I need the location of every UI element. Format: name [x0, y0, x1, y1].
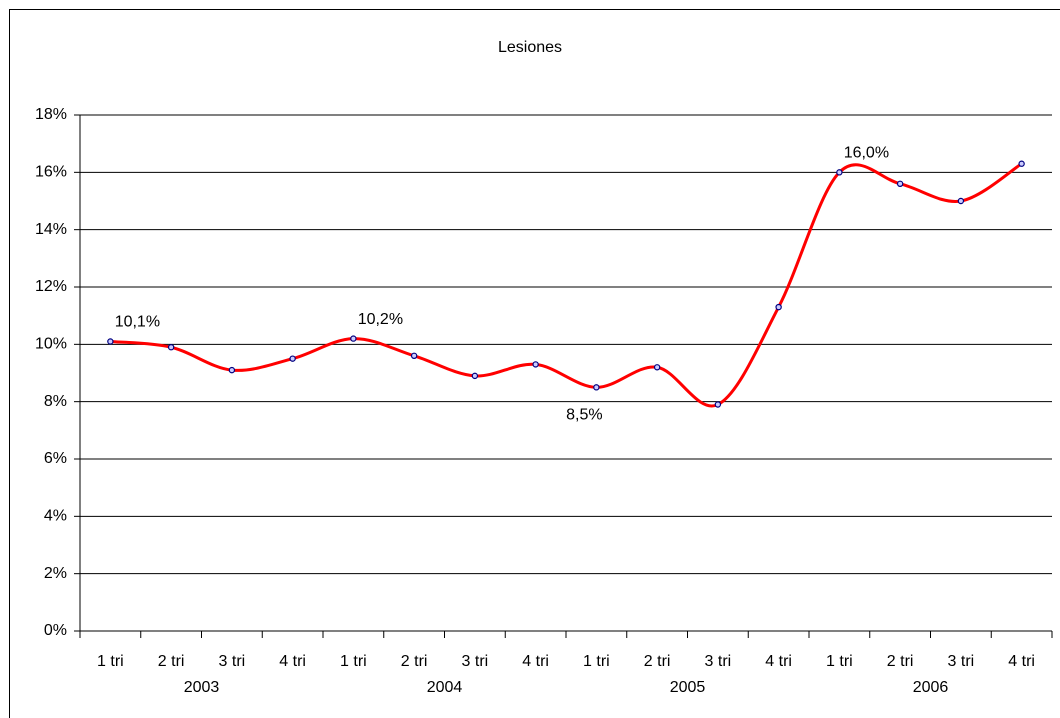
y-tick-label: 6%: [44, 450, 67, 467]
point-marker: [350, 335, 357, 342]
y-tick-label: 10%: [35, 336, 67, 353]
x-tick-label: 4 tri: [765, 653, 792, 670]
point-marker: [775, 303, 782, 311]
data-label: 10,1%: [115, 314, 160, 331]
y-tick-label: 18%: [35, 106, 67, 123]
x-tick-label: 2 tri: [158, 653, 185, 670]
y-tick-label: 4%: [44, 508, 67, 525]
data-label: 8,5%: [566, 407, 602, 424]
x-tick-label: 3 tri: [462, 653, 489, 670]
data-label: 10,2%: [358, 311, 403, 328]
x-tick-label: 4 tri: [279, 653, 306, 670]
x-tick-label: 1 tri: [340, 653, 367, 670]
data-label: 16,0%: [844, 145, 889, 162]
chart-title: Lesiones: [498, 39, 562, 56]
x-tick-label: 3 tri: [948, 653, 975, 670]
y-tick-label: 8%: [44, 393, 67, 410]
x-tick-label: 1 tri: [583, 653, 610, 670]
x-tick-label: 1 tri: [826, 653, 853, 670]
point-marker: [653, 364, 661, 371]
x-tick-label: 2 tri: [401, 653, 428, 670]
x-group-label: 2004: [427, 679, 463, 696]
point-marker: [410, 352, 418, 359]
y-tick-label: 14%: [35, 221, 67, 238]
x-tick-label: 2 tri: [887, 653, 914, 670]
point-marker: [471, 372, 479, 380]
x-tick-label: 3 tri: [705, 653, 732, 670]
point-marker: [714, 401, 722, 408]
point-marker: [532, 361, 539, 368]
x-group-label: 2003: [184, 679, 220, 696]
x-tick-label: 3 tri: [219, 653, 246, 670]
point-marker: [896, 180, 904, 187]
point-marker: [107, 338, 114, 345]
x-tick-label: 4 tri: [1008, 653, 1035, 670]
point-marker: [1018, 160, 1025, 167]
point-marker: [289, 355, 296, 362]
x-tick-label: 2 tri: [644, 653, 671, 670]
x-tick-label: 4 tri: [522, 653, 549, 670]
point-marker: [228, 366, 236, 374]
y-tick-label: 12%: [35, 278, 67, 295]
x-group-label: 2006: [913, 679, 949, 696]
point-marker: [836, 169, 843, 176]
y-tick-label: 2%: [44, 565, 67, 582]
point-marker: [167, 344, 175, 351]
x-group-label: 2005: [670, 679, 706, 696]
y-tick-label: 0%: [44, 622, 67, 639]
point-marker: [957, 197, 965, 205]
y-tick-label: 16%: [35, 164, 67, 181]
x-tick-label: 1 tri: [97, 653, 124, 670]
point-marker: [593, 384, 600, 391]
